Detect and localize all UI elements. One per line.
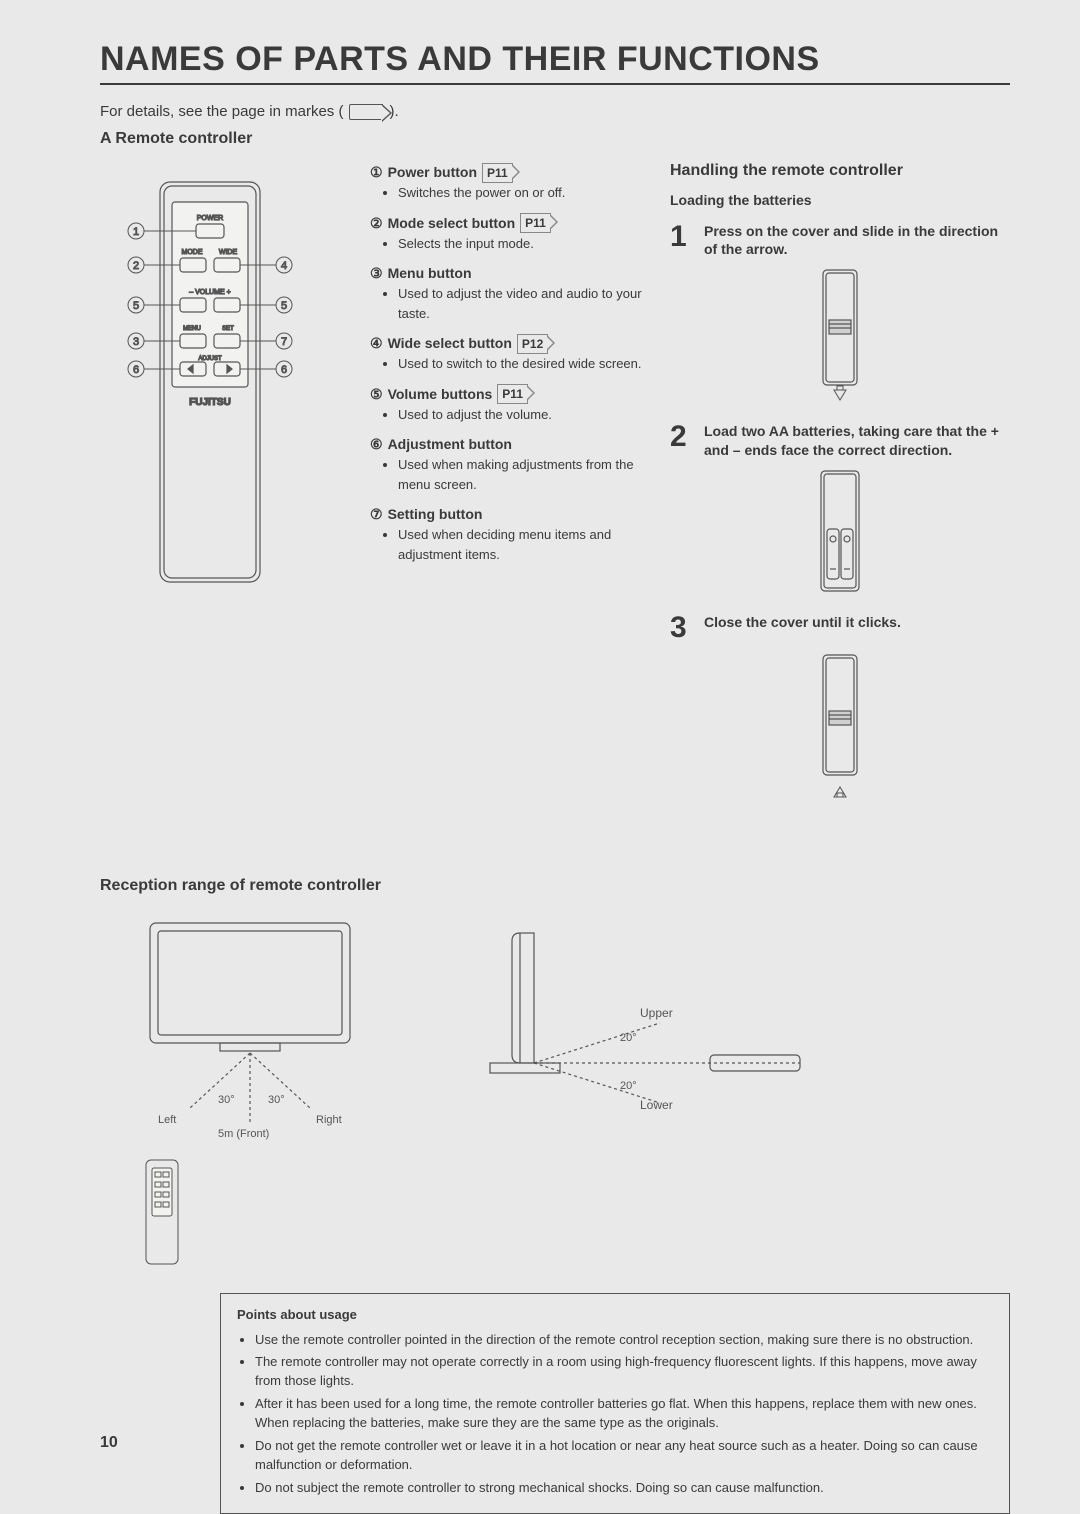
reception-title: Reception range of remote controller: [100, 877, 1010, 895]
desc-bullet: Used to switch to the desired wide scree…: [398, 354, 650, 374]
svg-text:5: 5: [281, 300, 287, 312]
desc-item: ④Wide select buttonP12Used to switch to …: [370, 333, 650, 374]
svg-text:MENU: MENU: [183, 326, 201, 332]
desc-bullet: Selects the input mode.: [398, 234, 650, 254]
desc-bullet: Used when making adjustments from the me…: [398, 455, 650, 494]
desc-number: ⑦: [370, 504, 383, 525]
usage-item: After it has been used for a long time, …: [255, 1395, 993, 1433]
reception-side-diagram: Upper 20° 20° Lower: [460, 913, 820, 1113]
desc-number: ②: [370, 213, 383, 234]
reception-diagrams: 30° 30° Left Right 5m (Front): [100, 913, 1010, 1273]
usage-item: The remote controller may not operate co…: [255, 1353, 993, 1391]
svg-text:Right: Right: [316, 1114, 342, 1126]
svg-text:20°: 20°: [620, 1080, 637, 1092]
desc-name: Mode select button: [388, 213, 516, 234]
desc-item: ②Mode select buttonP11Selects the input …: [370, 213, 650, 254]
svg-text:30°: 30°: [268, 1094, 285, 1106]
battery-step3-icon: [805, 653, 875, 803]
desc-bullet: Used when deciding menu items and adjust…: [398, 525, 650, 564]
desc-number: ⑥: [370, 434, 383, 455]
svg-text:Upper: Upper: [640, 1006, 673, 1020]
svg-text:5: 5: [133, 300, 139, 312]
desc-item: ⑤Volume buttonsP11Used to adjust the vol…: [370, 384, 650, 425]
page-ref-tag: P11: [520, 213, 551, 233]
svg-text:4: 4: [281, 260, 287, 272]
step-2-number: 2: [670, 422, 694, 458]
svg-text:– VOLUME +: – VOLUME +: [189, 289, 230, 296]
handling-column: Handling the remote controller Loading t…: [670, 162, 1010, 817]
usage-title: Points about usage: [237, 1306, 993, 1325]
usage-box: Points about usage Use the remote contro…: [220, 1293, 1010, 1514]
usage-list: Use the remote controller pointed in the…: [255, 1331, 993, 1498]
handling-subtitle: Loading the batteries: [670, 192, 1010, 208]
svg-text:Left: Left: [158, 1114, 176, 1126]
step-3-number: 3: [670, 613, 694, 643]
page-ref-tag: P12: [517, 334, 548, 354]
desc-name: Volume buttons: [388, 384, 493, 405]
section-a-title: A Remote controller: [100, 130, 1010, 148]
step-1: 1 Press on the cover and slide in the di…: [670, 222, 1010, 258]
svg-text:20°: 20°: [620, 1032, 637, 1044]
page-number: 10: [100, 1434, 118, 1452]
battery-step2-icon: [801, 469, 879, 599]
desc-name: Wide select button: [388, 333, 512, 354]
desc-number: ①: [370, 162, 383, 183]
svg-text:SET: SET: [222, 326, 234, 332]
desc-bullet: Switches the power on or off.: [398, 183, 650, 203]
svg-text:1: 1: [133, 226, 139, 238]
button-descriptions: ①Power buttonP11Switches the power on or…: [370, 162, 650, 817]
svg-text:2: 2: [133, 260, 139, 272]
svg-text:MODE: MODE: [182, 249, 203, 256]
remote-diagram: POWER MODE WIDE – VOLUME + MENU SET ADJU…: [100, 162, 350, 817]
page-ref-tag: P11: [497, 384, 528, 404]
svg-text:6: 6: [281, 364, 287, 376]
desc-item: ⑥Adjustment buttonUsed when making adjus…: [370, 434, 650, 494]
svg-text:5m (Front): 5m (Front): [218, 1128, 269, 1140]
svg-text:WIDE: WIDE: [219, 249, 238, 256]
desc-name: Adjustment button: [388, 434, 512, 455]
battery-step1-icon: [805, 268, 875, 408]
svg-text:30°: 30°: [218, 1094, 235, 1106]
usage-item: Use the remote controller pointed in the…: [255, 1331, 993, 1350]
page-marker-icon: [349, 104, 383, 120]
desc-name: Setting button: [388, 504, 483, 525]
page-title: NAMES OF PARTS AND THEIR FUNCTIONS: [100, 40, 1010, 85]
svg-text:ADJUST: ADJUST: [198, 356, 222, 362]
desc-number: ④: [370, 333, 383, 354]
svg-text:POWER: POWER: [197, 215, 223, 222]
svg-text:Lower: Lower: [640, 1098, 673, 1112]
intro-line: For details, see the page in markes ( ).: [100, 103, 1010, 120]
svg-text:FUJITSU: FUJITSU: [189, 397, 231, 408]
desc-item: ⑦Setting buttonUsed when deciding menu i…: [370, 504, 650, 564]
desc-item: ①Power buttonP11Switches the power on or…: [370, 162, 650, 203]
desc-bullet: Used to adjust the video and audio to yo…: [398, 284, 650, 323]
desc-bullet: Used to adjust the volume.: [398, 405, 650, 425]
desc-name: Power button: [388, 162, 477, 183]
step-1-number: 1: [670, 222, 694, 258]
step-2-text: Load two AA batteries, taking care that …: [704, 422, 1010, 458]
svg-text:7: 7: [281, 336, 287, 348]
desc-number: ③: [370, 263, 383, 284]
svg-text:6: 6: [133, 364, 139, 376]
step-2: 2 Load two AA batteries, taking care tha…: [670, 422, 1010, 458]
reception-front-diagram: 30° 30° Left Right 5m (Front): [100, 913, 400, 1143]
svg-text:3: 3: [133, 336, 139, 348]
desc-name: Menu button: [388, 263, 472, 284]
handling-title: Handling the remote controller: [670, 162, 1010, 180]
mini-remote-icon: [140, 1158, 184, 1268]
page-ref-tag: P11: [482, 163, 513, 183]
step-3: 3 Close the cover until it clicks.: [670, 613, 1010, 643]
intro-prefix: For details, see the page in markes (: [100, 103, 343, 120]
step-1-text: Press on the cover and slide in the dire…: [704, 222, 1010, 258]
usage-item: Do not get the remote controller wet or …: [255, 1437, 993, 1475]
desc-item: ③Menu buttonUsed to adjust the video and…: [370, 263, 650, 323]
step-3-text: Close the cover until it clicks.: [704, 613, 901, 643]
desc-number: ⑤: [370, 384, 383, 405]
